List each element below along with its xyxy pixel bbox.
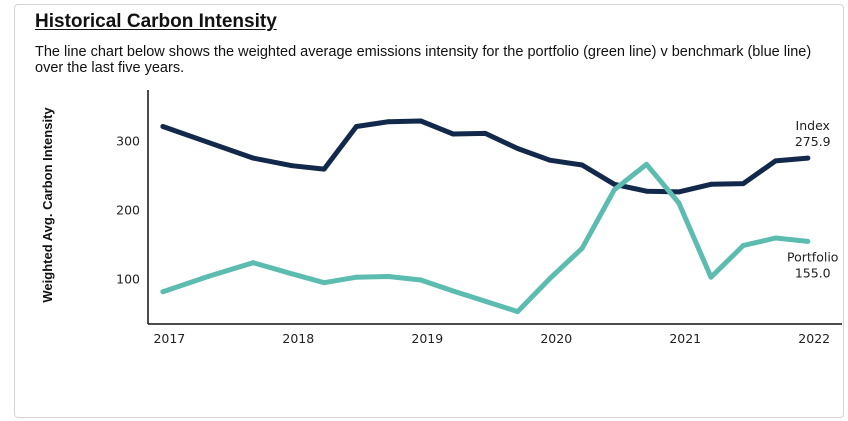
data-point-portfolio: [644, 161, 649, 167]
data-point-portfolio: [676, 200, 682, 206]
data-point-portfolio: [773, 235, 778, 241]
data-point-portfolio: [740, 243, 746, 248]
x-tick-label: 2021: [669, 331, 701, 346]
series-name-label: Index: [796, 118, 830, 133]
data-point-portfolio: [418, 277, 424, 283]
data-point-index: [611, 181, 617, 187]
data-point-index: [321, 166, 327, 172]
data-point-index: [160, 124, 166, 129]
data-point-index: [205, 139, 211, 145]
data-point-portfolio: [250, 260, 256, 266]
data-point-index: [773, 158, 778, 164]
data-point-portfolio: [205, 274, 211, 279]
data-point-portfolio: [579, 245, 585, 251]
data-point-index: [805, 155, 811, 161]
chart-card: [14, 4, 844, 418]
y-axis-label: Weighted Avg. Carbon Intensity: [40, 107, 55, 303]
data-point-portfolio: [482, 298, 488, 304]
data-point-index: [515, 146, 520, 151]
data-point-portfolio: [547, 276, 553, 281]
data-point-portfolio: [611, 187, 617, 193]
data-point-portfolio: [354, 274, 359, 280]
y-tick-label: 100: [116, 271, 140, 286]
page-title: Historical Carbon Intensity: [35, 11, 277, 32]
data-point-portfolio: [386, 274, 391, 279]
data-point-index: [418, 118, 424, 124]
data-point-index: [644, 188, 649, 194]
data-point-portfolio: [289, 271, 295, 277]
series-value-label: 155.0: [795, 265, 831, 280]
data-point-index: [450, 131, 456, 137]
data-point-portfolio: [708, 274, 714, 280]
series-value-label: 275.9: [795, 134, 831, 149]
x-tick-label: 2018: [282, 331, 314, 346]
y-tick-label: 300: [116, 134, 140, 149]
data-point-portfolio: [321, 280, 327, 286]
series-line-index: [160, 118, 811, 195]
data-point-portfolio: [160, 289, 166, 295]
y-tick-labels: 100 200 300: [116, 134, 140, 287]
data-point-index: [547, 157, 553, 163]
data-point-portfolio: [450, 288, 456, 294]
x-tick-label: 2019: [411, 331, 443, 346]
data-point-index: [289, 163, 295, 169]
data-point-index: [482, 131, 488, 136]
data-point-index: [354, 124, 359, 129]
series-name-label: Portfolio: [787, 249, 838, 264]
y-tick-label: 200: [116, 202, 140, 217]
x-tick-label: 2017: [153, 331, 185, 346]
data-point-index: [740, 181, 746, 187]
series-line-portfolio: [160, 161, 811, 315]
data-point-index: [250, 155, 256, 161]
series-layer: [160, 118, 811, 315]
x-tick-label: 2022: [798, 331, 830, 346]
x-tick-label: 2020: [540, 331, 572, 346]
data-point-index: [708, 181, 714, 187]
chart-description: The line chart below shows the weighted …: [35, 44, 812, 76]
data-point-index: [579, 162, 585, 168]
data-point-index: [676, 189, 682, 195]
x-tick-labels: 2017 2018 2019 2020 2021 2022: [153, 331, 830, 346]
data-point-portfolio: [515, 309, 520, 314]
data-point-portfolio: [805, 239, 811, 244]
data-point-index: [386, 119, 391, 125]
